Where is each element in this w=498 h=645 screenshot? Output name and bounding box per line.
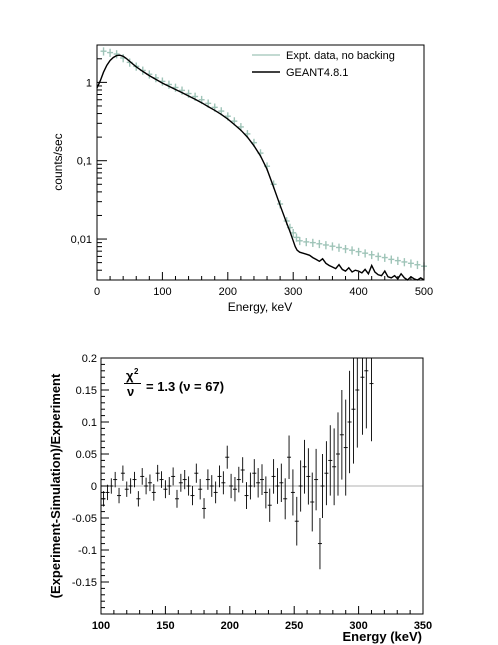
nu-symbol: ν [127, 384, 134, 399]
legend-label-geant: GEANT4.8.1 [286, 67, 348, 79]
top-x-tick-label: 300 [284, 286, 302, 298]
top-x-tick-labels: 0 100 200 300 400 500 [94, 286, 433, 298]
bottom-chart: 100 150 200 250 300 350 -0.15 -0.1 -0.05 0 0.05 0.… [48, 353, 432, 644]
bottom-y-tick-labels: -0.15 -0.1 -0.05 0 0.05 0.1 0.15 0.2 [72, 353, 97, 589]
bottom-x-tick-label: 300 [349, 620, 367, 632]
bottom-y-tick-label: -0.15 [72, 577, 97, 589]
bottom-y-tick-label: 0.15 [76, 385, 97, 397]
chi-square-annotation: χ 2 ν = 1.3 (ν = 67) [124, 367, 224, 399]
top-y-tick-label: 1 [86, 77, 92, 89]
bottom-y-tick-label: -0.1 [78, 545, 97, 557]
top-y-tick-label: 0,1 [77, 156, 92, 168]
bottom-x-tick-labels: 100 150 200 250 300 350 [92, 620, 432, 632]
top-plot-frame [96, 44, 425, 281]
bottom-x-tick-label: 100 [92, 620, 110, 632]
top-y-tick-label: 0,01 [71, 234, 92, 246]
legend-label-expt: Expt. data, no backing [286, 50, 395, 62]
chi-superscript: 2 [134, 367, 139, 376]
top-legend: Expt. data, no backing GEANT4.8.1 [252, 50, 395, 79]
top-expt-data-series [100, 47, 427, 271]
bottom-x-axis-title: Energy (keV) [343, 629, 422, 644]
bottom-y-tick-label: 0.2 [82, 353, 97, 365]
top-x-tick-label: 200 [219, 286, 237, 298]
bottom-y-axis-title: (Experiment-Simulation)/Experiment [48, 373, 63, 598]
top-x-tick-label: 100 [153, 286, 171, 298]
chi-symbol: χ [126, 368, 134, 383]
top-geant-series-line [96, 54, 425, 281]
top-x-tick-label: 500 [415, 286, 433, 298]
top-axis-ticks [96, 44, 425, 281]
bottom-axis-ticks [100, 357, 424, 614]
bottom-x-tick-label: 150 [156, 620, 174, 632]
bottom-x-tick-label: 250 [285, 620, 303, 632]
top-chart: 0 100 200 300 400 500 0,01 0,1 1 Energy, keV co… [51, 44, 433, 314]
top-y-axis-title: counts/sec [51, 133, 65, 190]
bottom-x-tick-label: 200 [221, 620, 239, 632]
chi-square-value: = 1.3 (ν = 67) [146, 379, 224, 394]
bottom-residual-series [101, 358, 374, 570]
top-x-tick-label: 0 [94, 286, 100, 298]
top-y-tick-labels: 0,01 0,1 1 [71, 77, 92, 246]
bottom-y-tick-label: 0 [91, 481, 97, 493]
bottom-x-tick-label: 350 [414, 620, 432, 632]
top-x-tick-label: 400 [349, 286, 367, 298]
bottom-y-tick-label: 0.1 [82, 417, 97, 429]
top-x-axis-title: Energy, keV [228, 300, 292, 314]
bottom-y-tick-label: -0.05 [72, 513, 97, 525]
bottom-y-tick-label: 0.05 [76, 449, 97, 461]
